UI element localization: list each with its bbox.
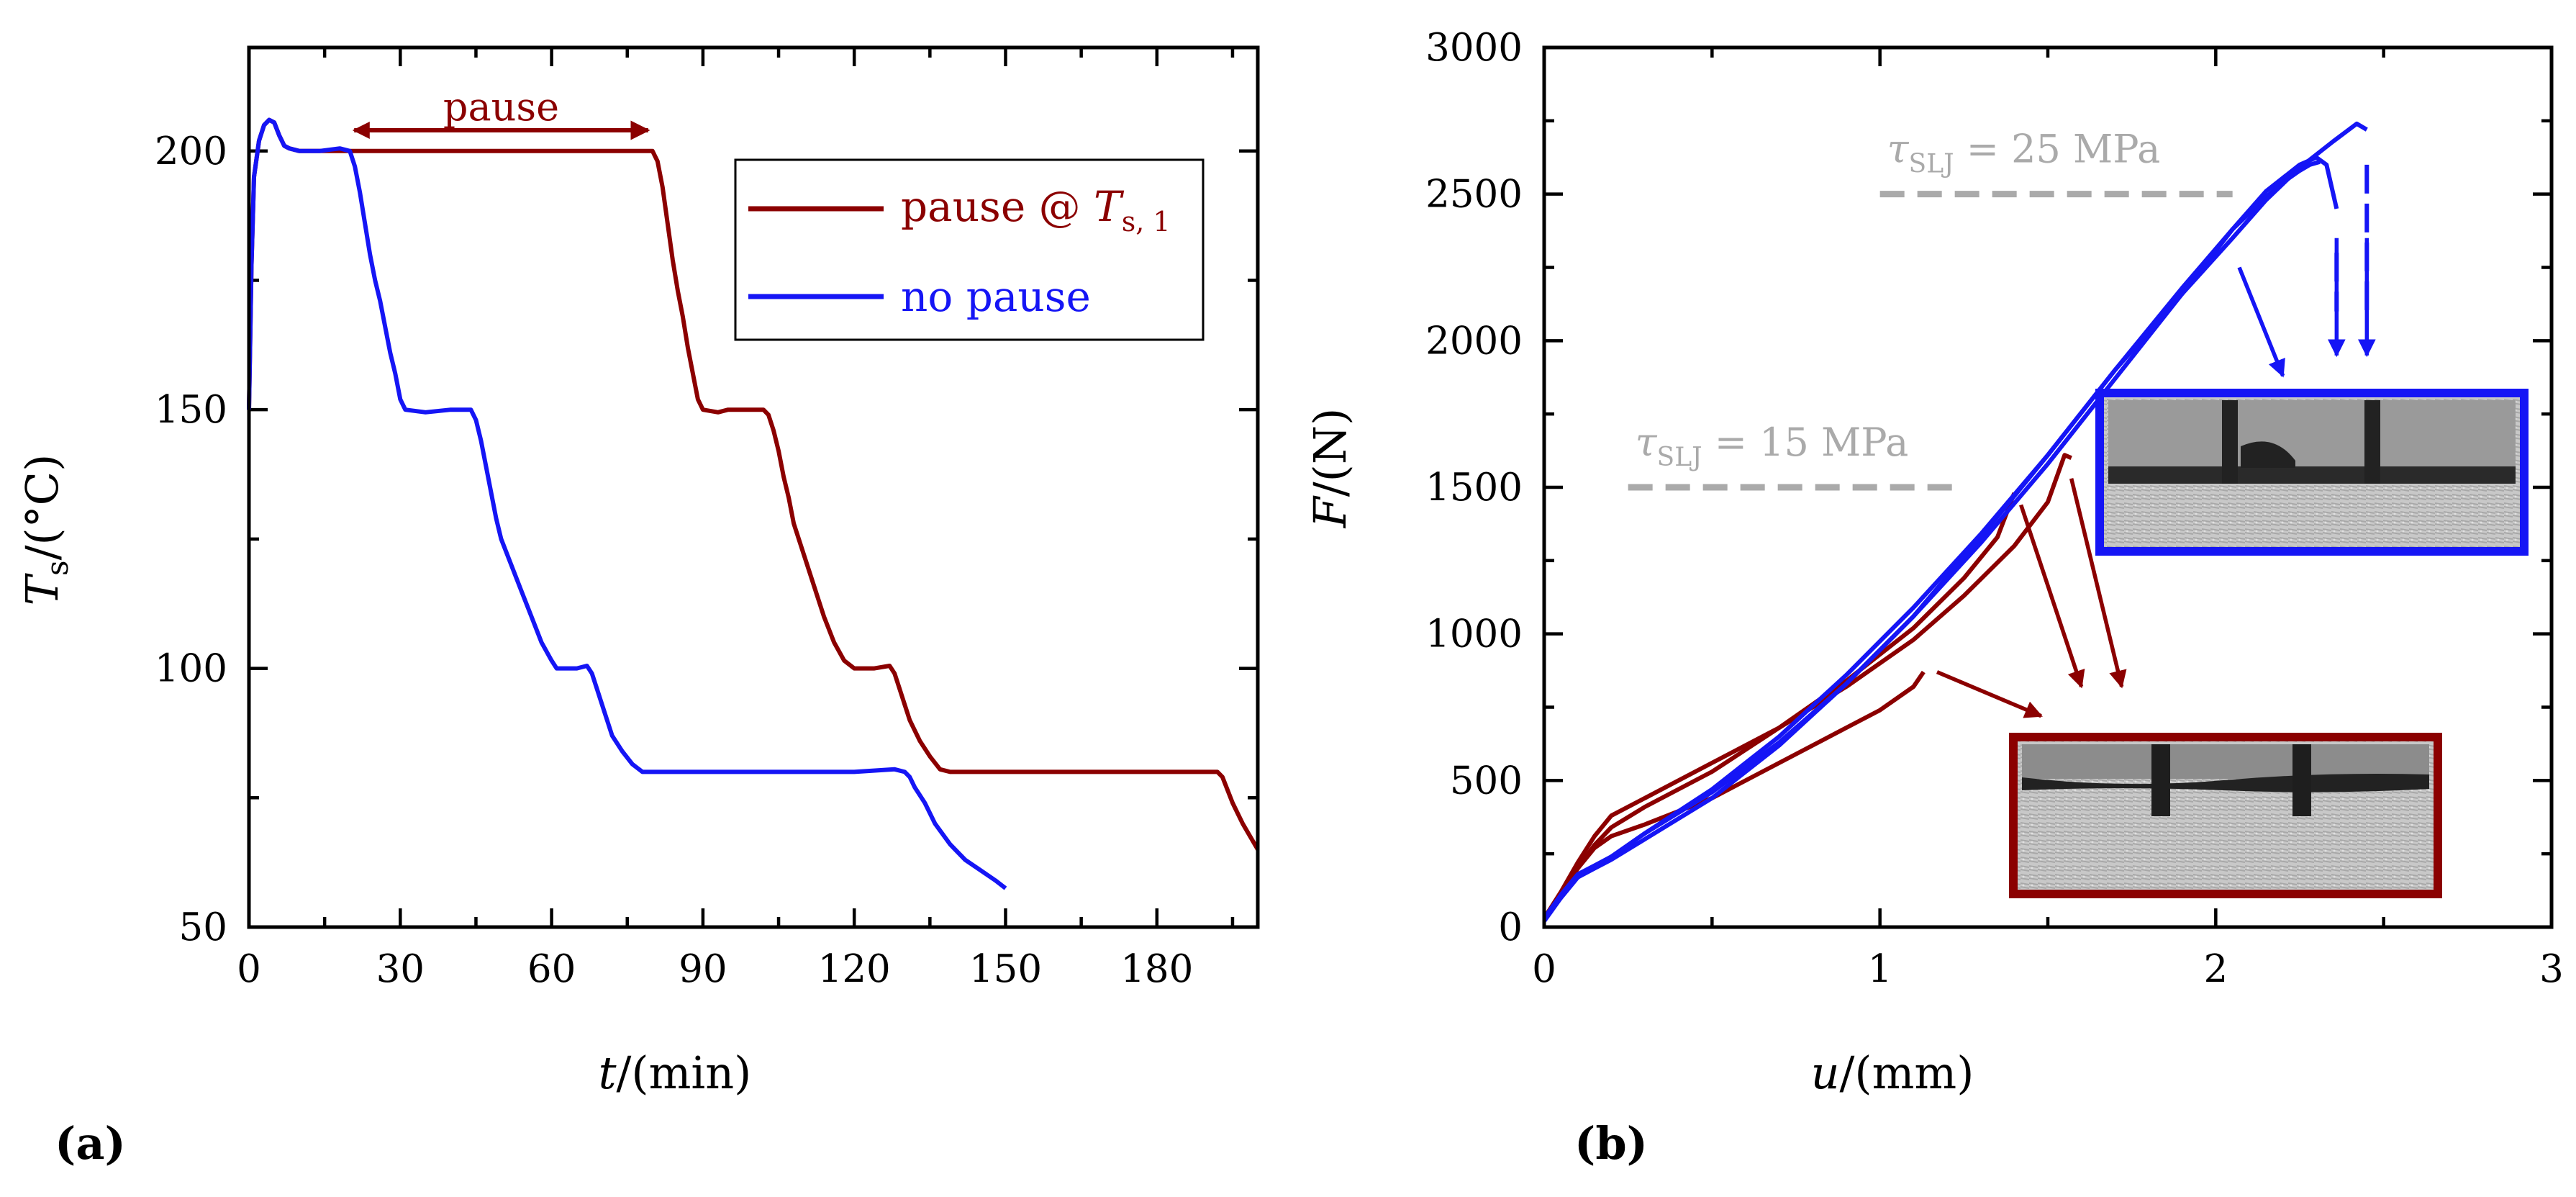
specimen-photo-blue-slot-1 bbox=[2222, 400, 2238, 484]
chart-b-xtick-label: 1 bbox=[1868, 947, 1892, 991]
chart-b-ytick-label: 2500 bbox=[1425, 173, 1523, 217]
chart-a-xtick-label: 150 bbox=[969, 947, 1042, 991]
failure-arrow-red bbox=[1936, 670, 2043, 718]
chart-b-frame bbox=[1542, 45, 2554, 929]
pause-annotation-label: pause bbox=[443, 84, 559, 130]
chart-a-xlabel: t/(min) bbox=[599, 1047, 752, 1099]
series-line-blue-3 bbox=[1542, 121, 2368, 921]
chart-a-xtick-label: 180 bbox=[1120, 947, 1193, 991]
specimen-photo-red-upper bbox=[2022, 744, 2429, 779]
series-line-no-pause bbox=[247, 117, 1007, 890]
chart-a-xtick-label: 30 bbox=[376, 947, 425, 991]
specimen-photo-red-slot-1 bbox=[2151, 744, 2170, 816]
chart-a-ytick-label: 100 bbox=[155, 647, 227, 691]
specimen-photo-blue-upper bbox=[2108, 400, 2516, 475]
legend-box bbox=[734, 158, 1205, 341]
chart-b-ytick-label: 1000 bbox=[1425, 613, 1523, 656]
chart-b-ytick-label: 3000 bbox=[1425, 26, 1523, 70]
failure-arrow-red bbox=[2069, 478, 2127, 689]
specimen-photo-blue-debris bbox=[2241, 441, 2295, 468]
series-line-red-3 bbox=[1542, 670, 1926, 920]
specimen-photo-blue bbox=[2095, 389, 2529, 556]
chart-b-ytick-label: 500 bbox=[1450, 759, 1523, 803]
chart-b-xtick-label: 3 bbox=[2539, 947, 2564, 991]
chart-a-ytick-label: 200 bbox=[155, 130, 227, 173]
specimen-photo-red-crack bbox=[2022, 774, 2429, 792]
pause-annotation: pause bbox=[352, 84, 650, 140]
chart-a-legend: pause @ Ts, 1 no pause bbox=[734, 158, 1205, 341]
specimen-photo-red bbox=[2009, 733, 2442, 898]
panel-label-b: (b) bbox=[1574, 1117, 1648, 1170]
chart-a-ytick-label: 150 bbox=[155, 388, 227, 432]
chart-b-ytick-label: 2000 bbox=[1425, 319, 1523, 363]
chart-a-ytick-label: 50 bbox=[179, 905, 227, 949]
chart-b-arrows bbox=[1936, 238, 2376, 718]
chart-a: 0 30 60 90 120 150 180 50 100 150 200 pause pause … bbox=[16, 45, 1260, 1170]
failure-arrow-red bbox=[2019, 504, 2085, 689]
legend-label-no-pause: no pause bbox=[901, 272, 1091, 321]
chart-a-series bbox=[247, 117, 1260, 890]
failure-arrow-blue bbox=[2237, 266, 2285, 378]
chart-a-frame bbox=[247, 45, 1260, 929]
panel-label-a: (a) bbox=[55, 1117, 126, 1170]
specimen-photo-blue-slot-2 bbox=[2364, 400, 2380, 484]
chart-a-xtick-label: 120 bbox=[818, 947, 891, 991]
specimen-photo-red-slot-2 bbox=[2292, 744, 2311, 816]
chart-b-xtick-label: 2 bbox=[2203, 947, 2228, 991]
chart-a-xtick-label: 0 bbox=[237, 947, 261, 991]
chart-b-ticks: 0 1 2 3 0 500 1000 1500 2000 2500 3000 bbox=[1425, 26, 2564, 991]
reference-label-2500: τSLJ = 25 MPa bbox=[1887, 127, 2161, 179]
chart-b-ylabel: F/(N) bbox=[1304, 408, 1356, 529]
chart-b-xtick-label: 0 bbox=[1532, 947, 1556, 991]
chart-a-ticks: 0 30 60 90 120 150 180 50 100 150 200 bbox=[155, 48, 1258, 991]
chart-a-ylabel: Ts/(°C) bbox=[16, 454, 75, 606]
chart-b-ytick-label: 0 bbox=[1498, 905, 1523, 949]
chart-a-xtick-label: 90 bbox=[679, 947, 727, 991]
reference-label-1500: τSLJ = 15 MPa bbox=[1636, 420, 1909, 472]
chart-b-ytick-label: 1500 bbox=[1425, 466, 1523, 510]
chart-a-xtick-label: 60 bbox=[527, 947, 576, 991]
chart-b-series bbox=[1542, 121, 2369, 923]
chart-b-xlabel: u/(mm) bbox=[1811, 1047, 1974, 1099]
chart-b: 0 1 2 3 0 500 1000 1500 2000 2500 3000 τSLJ = 25 M… bbox=[1304, 26, 2564, 1170]
specimen-photo-blue-gap bbox=[2108, 466, 2516, 484]
chart-b-reference-lines: τSLJ = 25 MPa τSLJ = 15 MPa bbox=[1628, 127, 2233, 491]
legend-label-pause: pause @ Ts, 1 bbox=[901, 182, 1171, 238]
